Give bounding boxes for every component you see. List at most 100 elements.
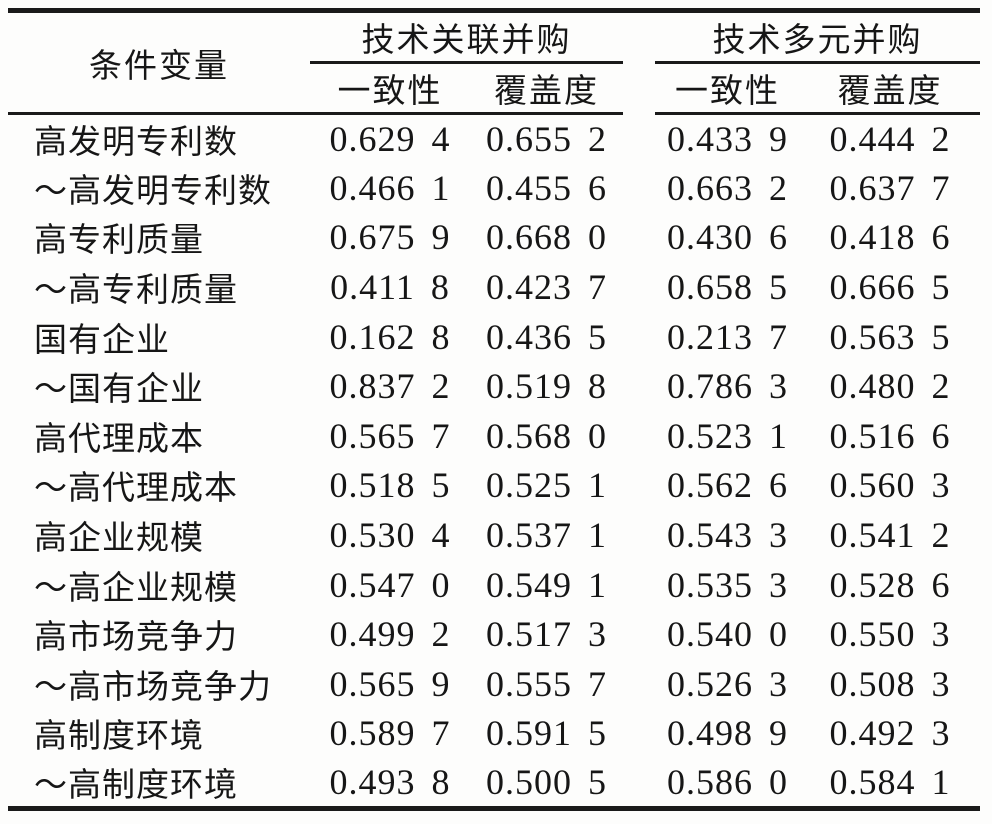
group-header-tech-related-ma: 技术关联并购 (310, 10, 623, 64)
qca-analysis-table: 条件变量 技术关联并购 技术多元并购 一致性 覆盖度 一致性 覆盖度 高发明专利… (8, 8, 980, 812)
diversified-coverage-cell: 0.528 6 (829, 564, 951, 605)
table-row: 高发明专利数 0.629 4 0.655 2 0.433 9 0.444 2 (8, 114, 980, 164)
table-body: 高发明专利数 0.629 4 0.655 2 0.433 9 0.444 2 ～… (8, 114, 980, 809)
related-coverage-cell: 0.591 5 (486, 713, 607, 754)
table-row: 高代理成本 0.565 7 0.568 0 0.523 1 0.516 6 (8, 411, 980, 461)
related-coverage-cell: 0.455 6 (486, 167, 607, 208)
diversified-coverage-cell: 0.480 2 (829, 366, 951, 407)
related-coverage-cell: 0.436 5 (486, 316, 607, 357)
table-row: 高制度环境 0.589 7 0.591 5 0.498 9 0.492 3 (8, 709, 980, 759)
column-gap (623, 510, 655, 560)
diversified-coverage-cell: 0.541 2 (829, 515, 951, 556)
table-row: ～高制度环境 0.493 8 0.500 5 0.586 0 0.584 1 (8, 758, 980, 809)
diversified-consistency-cell: 0.540 0 (667, 614, 788, 655)
related-coverage-header: 覆盖度 (470, 62, 623, 115)
related-coverage-cell: 0.525 1 (486, 465, 607, 506)
table-row: ～高发明专利数 0.466 1 0.455 6 0.663 2 0.637 7 (8, 163, 980, 213)
column-gap (623, 560, 655, 610)
related-coverage-cell: 0.655 2 (486, 119, 607, 160)
condition-variable-header: 条件变量 (8, 10, 310, 115)
related-consistency-cell: 0.162 8 (329, 316, 451, 357)
row-label: 高市场竞争力 (34, 620, 238, 657)
diversified-consistency-cell: 0.526 3 (667, 663, 788, 704)
row-label: 高制度环境 (34, 719, 204, 756)
column-gap (623, 609, 655, 659)
diversified-coverage-cell: 0.666 5 (829, 267, 951, 308)
table-row: 国有企业 0.162 8 0.436 5 0.213 7 0.563 5 (8, 312, 980, 362)
related-consistency-cell: 0.675 9 (329, 217, 451, 258)
related-consistency-cell: 0.411 8 (330, 267, 450, 308)
related-consistency-cell: 0.589 7 (329, 713, 451, 754)
column-gap (623, 213, 655, 263)
related-consistency-cell: 0.837 2 (329, 366, 451, 407)
diversified-consistency-cell: 0.433 9 (667, 119, 788, 160)
related-coverage-cell: 0.517 3 (486, 614, 607, 655)
table-row: ～国有企业 0.837 2 0.519 8 0.786 3 0.480 2 (8, 361, 980, 411)
table-row: ～高专利质量 0.411 8 0.423 7 0.658 5 0.666 5 (8, 262, 980, 312)
table-row: 高专利质量 0.675 9 0.668 0 0.430 6 0.418 6 (8, 213, 980, 263)
column-gap (623, 659, 655, 709)
diversified-consistency-cell: 0.535 3 (667, 564, 788, 605)
column-gap (623, 312, 655, 362)
related-coverage-cell: 0.568 0 (486, 415, 607, 456)
related-coverage-cell: 0.549 1 (486, 564, 607, 605)
diversified-consistency-cell: 0.786 3 (667, 366, 788, 407)
diversified-coverage-cell: 0.563 5 (829, 316, 951, 357)
sub-header-row: 一致性 覆盖度 一致性 覆盖度 (8, 62, 980, 115)
table-row: ～高企业规模 0.547 0 0.549 1 0.535 3 0.528 6 (8, 560, 980, 610)
diversified-consistency-cell: 0.562 6 (667, 465, 788, 506)
related-coverage-cell: 0.519 8 (486, 366, 607, 407)
related-consistency-cell: 0.565 7 (329, 415, 451, 456)
related-consistency-cell: 0.466 1 (329, 167, 451, 208)
related-consistency-cell: 0.499 2 (329, 614, 451, 655)
row-label: ～高制度环境 (34, 768, 238, 805)
diversified-coverage-cell: 0.584 1 (829, 762, 951, 803)
diversified-coverage-cell: 0.550 3 (829, 614, 951, 655)
diversified-consistency-cell: 0.213 7 (667, 316, 788, 357)
table-row: ～高代理成本 0.518 5 0.525 1 0.562 6 0.560 3 (8, 461, 980, 511)
related-consistency-cell: 0.530 4 (329, 515, 451, 556)
diversified-coverage-cell: 0.637 7 (829, 167, 951, 208)
related-coverage-cell: 0.668 0 (486, 217, 607, 258)
diversified-consistency-header: 一致性 (655, 62, 800, 115)
diversified-coverage-cell: 0.418 6 (829, 217, 951, 258)
row-label: ～国有企业 (34, 372, 204, 409)
column-gap (623, 461, 655, 511)
diversified-consistency-cell: 0.430 6 (667, 217, 788, 258)
column-gap (623, 114, 655, 164)
row-label: ～高发明专利数 (34, 173, 272, 210)
table-row: ～高市场竞争力 0.565 9 0.555 7 0.526 3 0.508 3 (8, 659, 980, 709)
related-consistency-header: 一致性 (310, 62, 470, 115)
diversified-consistency-cell: 0.523 1 (667, 415, 788, 456)
diversified-consistency-cell: 0.663 2 (667, 167, 788, 208)
diversified-consistency-cell: 0.543 3 (667, 515, 788, 556)
diversified-consistency-cell: 0.658 5 (667, 267, 788, 308)
related-consistency-cell: 0.493 8 (329, 762, 451, 803)
row-label: ～高市场竞争力 (34, 669, 272, 706)
diversified-coverage-cell: 0.560 3 (829, 465, 951, 506)
column-gap (623, 11, 655, 114)
related-consistency-cell: 0.518 5 (329, 465, 451, 506)
table-row: 高市场竞争力 0.499 2 0.517 3 0.540 0 0.550 3 (8, 609, 980, 659)
related-consistency-cell: 0.629 4 (329, 119, 451, 160)
diversified-coverage-header: 覆盖度 (800, 62, 980, 115)
row-label: 高企业规模 (34, 521, 204, 558)
related-coverage-cell: 0.500 5 (486, 762, 607, 803)
column-gap (623, 758, 655, 809)
group-header-tech-diversified-ma: 技术多元并购 (655, 10, 980, 64)
row-label: ～高专利质量 (34, 273, 238, 310)
diversified-consistency-cell: 0.498 9 (667, 713, 788, 754)
row-label: ～高企业规模 (34, 570, 238, 607)
related-consistency-cell: 0.547 0 (329, 564, 451, 605)
column-gap (623, 163, 655, 213)
row-label: 高专利质量 (34, 223, 204, 260)
diversified-coverage-cell: 0.492 3 (829, 713, 951, 754)
diversified-consistency-cell: 0.586 0 (667, 762, 788, 803)
row-label: 高发明专利数 (34, 125, 238, 162)
diversified-coverage-cell: 0.444 2 (829, 119, 951, 160)
related-coverage-cell: 0.555 7 (486, 663, 607, 704)
related-coverage-cell: 0.423 7 (486, 267, 607, 308)
table-header: 条件变量 技术关联并购 技术多元并购 一致性 覆盖度 一致性 覆盖度 (8, 10, 980, 115)
column-gap (623, 262, 655, 312)
related-consistency-cell: 0.565 9 (329, 663, 451, 704)
